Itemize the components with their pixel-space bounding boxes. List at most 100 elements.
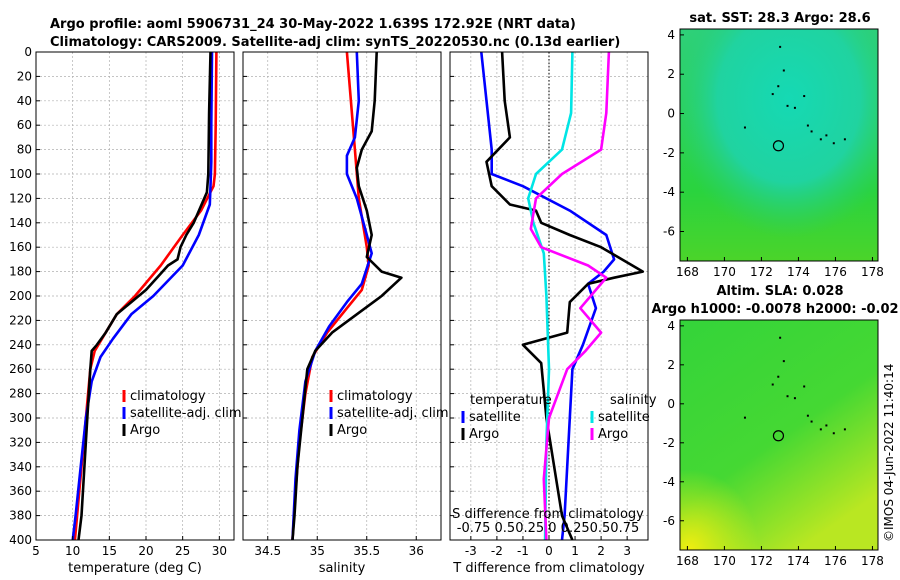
island-marker [779,336,782,339]
x-tick-label: 20 [138,544,153,558]
legend-label: satellite-adj. clim [337,406,449,421]
lon-tick-label: 172 [750,265,773,279]
argo-location-marker [772,140,785,152]
legend-label: Argo [337,423,367,438]
x-tick-label: -3 [465,544,477,558]
lon-tick-label: 176 [824,554,847,568]
lat-tick-label: 2 [667,358,675,372]
x-axis-label: T difference from climatology [452,561,645,576]
lon-tick-label: 170 [713,554,736,568]
lon-tick-label: 178 [861,265,884,279]
y-tick-label: 280 [9,387,32,401]
island-marker [819,428,822,431]
lat-tick-label: -6 [663,225,675,239]
y-tick-label: 300 [9,411,32,425]
x-tick-label: 35.5 [353,544,380,558]
legend-label: Argo [130,423,160,438]
lon-tick-label: 168 [676,554,699,568]
island-marker [793,397,796,400]
y-tick-label: 120 [9,191,32,205]
y-tick-label: 200 [9,289,32,303]
island-marker [743,126,746,129]
y-tick-label: 100 [9,167,32,181]
y-tick-label: 160 [9,240,32,254]
legend-label: satellite-adj. clim [130,406,242,421]
island-marker [832,142,835,145]
island-marker [779,45,782,48]
y-tick-label: 320 [9,435,32,449]
x-tick-label: 36 [409,544,424,558]
legend-label: Argo [598,427,628,442]
legend-heading: salinity [610,393,657,408]
secondary-x-tick-labels: -0.75 0.50.25 0 0.250.50.75 [457,521,640,536]
lon-tick-label: 168 [676,265,699,279]
x-tick-label: 3 [623,544,631,558]
island-marker [843,428,846,431]
island-marker [843,138,846,141]
lat-tick-label: 2 [667,67,675,81]
x-tick-label: 2 [597,544,605,558]
series-line-satellite-adj-clim [71,51,214,541]
series-line-temperature-satellite [480,51,616,541]
y-tick-label: 240 [9,338,32,352]
x-tick-label: 1 [571,544,579,558]
y-tick-label: 340 [9,460,32,474]
sst-map-title: sat. SST: 28.3 Argo: 28.6 [689,11,870,26]
legend-label: satellite [598,410,650,425]
lat-tick-label: -2 [663,146,675,160]
x-axis-label: temperature (deg C) [68,561,202,576]
x-tick-label: 25 [175,544,190,558]
lon-tick-label: 174 [787,265,810,279]
island-marker [819,138,822,141]
y-tick-label: 180 [9,265,32,279]
y-tick-label: 0 [24,45,32,59]
lon-tick-label: 176 [824,265,847,279]
y-tick-label: 400 [9,533,32,547]
x-axis-label: salinity [319,561,366,576]
island-marker [803,385,806,388]
legend-label: climatology [130,389,206,404]
legend-label: satellite [469,410,521,425]
x-tick-label: 10 [65,544,80,558]
series-line-argo [77,51,212,541]
island-marker [806,124,809,127]
map-frame [679,319,879,551]
island-marker [803,95,806,98]
sla-map: 168 170 172 174 176 178 4 2 0 -2 -4 -6 [663,319,884,568]
island-marker [786,104,789,107]
island-marker [786,395,789,398]
island-marker [782,69,785,72]
island-marker [832,432,835,435]
island-marker [793,106,796,109]
imos-watermark: ©IMOS 04-Jun-2022 11:40:14 [882,364,896,542]
island-marker [825,424,828,427]
legend-heading: temperature [470,393,552,408]
lon-tick-label: 178 [861,554,884,568]
sst-map: 168 170 172 174 176 178 4 2 0 -2 -4 -6 [663,28,884,279]
x-tick-label: 34.5 [254,544,281,558]
island-marker [810,420,813,423]
map-frame [679,28,879,262]
island-marker [771,383,774,386]
lon-tick-label: 172 [750,554,773,568]
island-marker [782,360,785,363]
series-line-temperature-argo [485,51,645,541]
lat-tick-label: -2 [663,436,675,450]
secondary-x-axis-label: S difference from climatology [452,507,644,522]
sla-map-title: Altim. SLA: 0.028 [717,284,844,299]
y-tick-label: 40 [17,94,32,108]
island-marker [777,375,780,378]
series-line-salinity-argo [529,51,611,541]
x-tick-label: -1 [517,544,529,558]
island-marker [777,85,780,88]
y-tick-label: 260 [9,362,32,376]
sst-map-warm-region [680,29,878,261]
lon-tick-label: 174 [787,554,810,568]
x-tick-label: 5 [32,544,40,558]
title-line-2: Climatology: CARS2009. Satellite-adj cli… [50,35,620,50]
lat-tick-label: -6 [663,514,675,528]
y-tick-label: 20 [17,69,32,83]
sla-map-subtitle: Argo h1000: -0.0078 h2000: -0.02 [651,302,898,317]
y-tick-label: 380 [9,509,32,523]
